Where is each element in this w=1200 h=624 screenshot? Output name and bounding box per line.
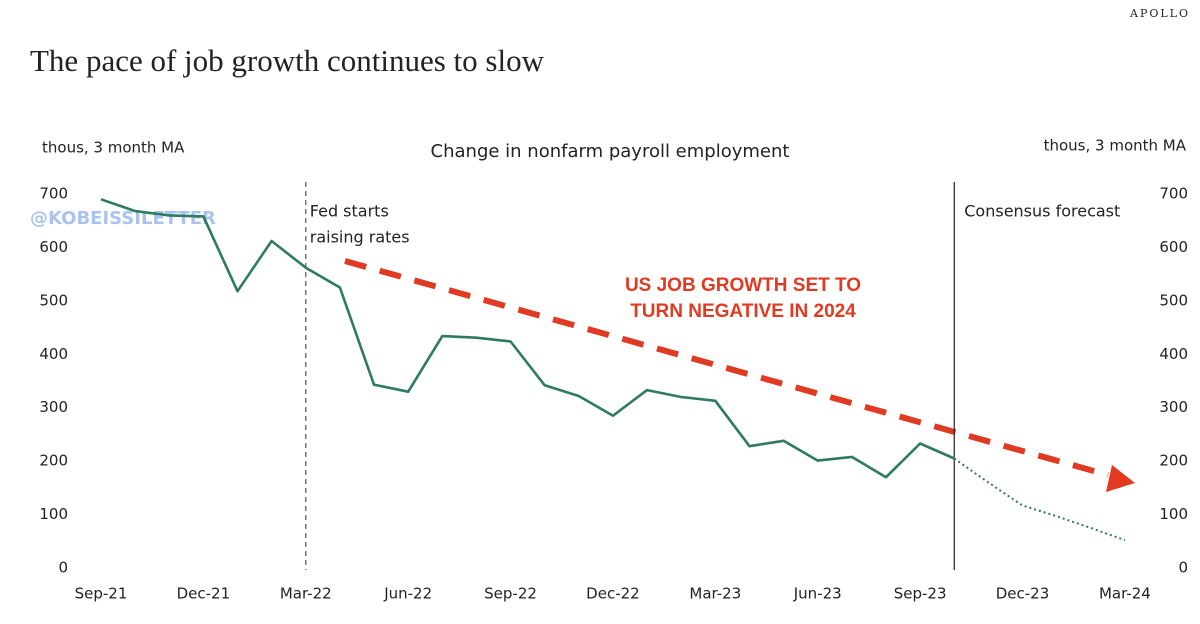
x-tick-label: Dec-23	[996, 585, 1050, 603]
y2-tick-label: 100	[1159, 505, 1188, 523]
y2-tick-label: 600	[1159, 238, 1188, 256]
y2-axis-label: thous, 3 month MA	[1044, 137, 1187, 155]
watermark: @KOBEISSILETTER	[30, 208, 216, 229]
x-tick-label: Sep-21	[75, 585, 128, 603]
y-tick-label: 300	[39, 398, 68, 416]
callout: TURN NEGATIVE IN 2024	[630, 301, 856, 322]
x-tick-label: Dec-22	[586, 585, 640, 603]
x-tick-label: Sep-22	[484, 585, 537, 603]
reference-label: Consensus forecast	[964, 202, 1120, 221]
x-tick-label: Mar-22	[280, 585, 332, 603]
headline: The pace of job growth continues to slow	[30, 43, 545, 78]
x-tick-label: Dec-21	[177, 585, 231, 603]
y-axis-label: thous, 3 month MA	[42, 139, 185, 157]
x-tick-label: Sep-23	[894, 585, 947, 603]
y2-tick-label: 500	[1159, 291, 1188, 309]
y-tick-label: 200	[39, 452, 68, 470]
y2-tick-label: 200	[1159, 452, 1188, 470]
y2-tick-label: 0	[1178, 559, 1188, 577]
y-tick-label: 400	[39, 345, 68, 363]
callout: US JOB GROWTH SET TO	[625, 275, 861, 296]
reference-label: Fed starts	[310, 202, 389, 221]
y-tick-label: 600	[39, 238, 68, 256]
x-tick-label: Mar-24	[1099, 585, 1151, 603]
y-tick-label: 500	[39, 291, 68, 309]
reference-label: raising rates	[310, 228, 410, 247]
chart-title: Change in nonfarm payroll employment	[431, 141, 790, 162]
x-tick-label: Jun-22	[383, 585, 432, 603]
series-line	[100, 198, 955, 479]
y2-tick-label: 700	[1159, 185, 1188, 203]
brand: APOLLO	[1129, 7, 1190, 20]
y2-tick-label: 400	[1159, 345, 1188, 363]
trend-arrow	[344, 258, 1135, 492]
y2-tick-label: 300	[1159, 398, 1188, 416]
y-tick-label: 700	[39, 185, 68, 203]
y-tick-label: 0	[58, 559, 68, 577]
y-tick-label: 100	[39, 505, 68, 523]
x-tick-label: Jun-23	[793, 585, 842, 603]
x-tick-label: Mar-23	[689, 585, 741, 603]
series-line	[953, 457, 1126, 542]
